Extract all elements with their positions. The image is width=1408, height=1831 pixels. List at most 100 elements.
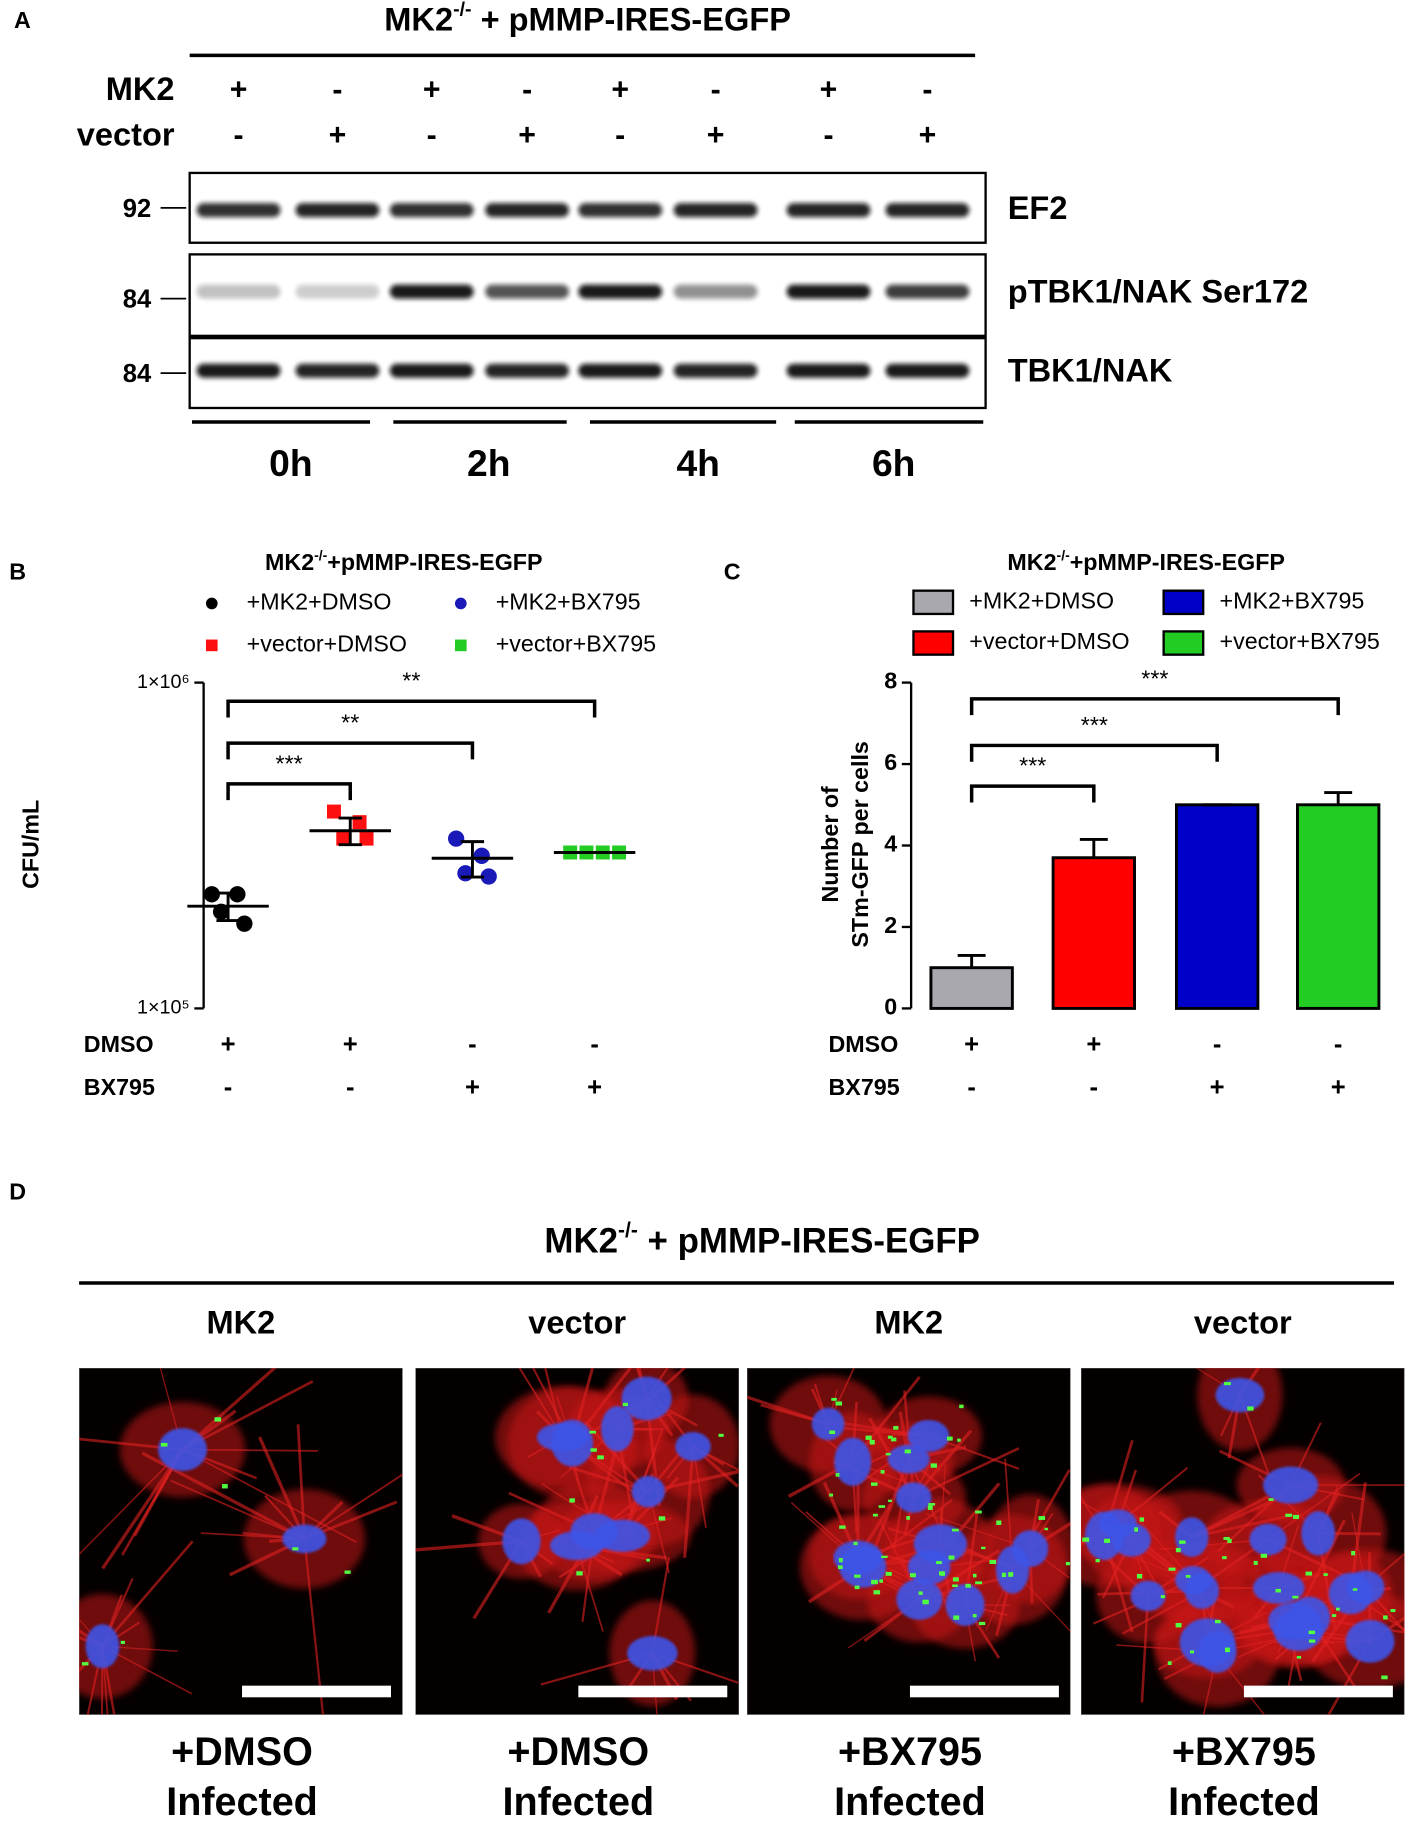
significance-label: *** (1081, 712, 1108, 738)
condition-sign: - (1334, 1030, 1343, 1058)
band (886, 285, 970, 299)
bacterium (1285, 1514, 1292, 1517)
bacterium (949, 1556, 955, 1560)
nucleus (1346, 1570, 1384, 1603)
bar (931, 968, 1012, 1009)
title-base: MK2 (384, 1, 453, 37)
bacterium (1336, 1608, 1340, 1611)
bacterium (870, 1440, 875, 1445)
lane-sign: + (919, 119, 937, 152)
time-label: 6h (872, 442, 915, 484)
band (197, 285, 281, 299)
bacterium (839, 1525, 845, 1528)
data-point (448, 830, 464, 846)
condition-sign: + (465, 1073, 480, 1101)
bacterium (1038, 1516, 1045, 1520)
bar (1176, 805, 1257, 1009)
condition-sign: + (587, 1073, 602, 1101)
band (197, 203, 281, 217)
size-marker: 84 (123, 360, 152, 388)
nucleus (839, 1546, 886, 1588)
bacterium (1096, 1559, 1100, 1562)
bacterium (829, 1494, 833, 1497)
significance-bracket (228, 701, 595, 717)
bacterium (953, 1577, 959, 1581)
bacterium (1179, 1540, 1185, 1543)
bacterium (1082, 1537, 1089, 1541)
condition-sign: + (1086, 1030, 1101, 1058)
treatment-label: +BX795 (1172, 1730, 1316, 1774)
scale-bar (910, 1686, 1059, 1698)
bacterium (981, 1547, 985, 1549)
significance-bracket (972, 745, 1218, 761)
y-tick-label: 8 (884, 668, 897, 694)
time-label: 0h (269, 442, 312, 484)
legend-label: +vector+DMSO (247, 631, 407, 657)
size-marker: 84 (123, 286, 152, 314)
y-tick-label: 1×10⁶ (137, 671, 190, 693)
legend-swatch (1164, 591, 1204, 614)
legend-marker (455, 598, 467, 610)
title-rest: +pMMP-IRES-EGFP (1070, 549, 1285, 575)
title-superscript: -/- (314, 546, 328, 562)
lane-sign: + (230, 73, 248, 106)
band (787, 364, 871, 378)
bacterium (989, 1560, 996, 1564)
band (674, 203, 758, 217)
bacterium (1391, 1609, 1396, 1612)
bacterium (1292, 1596, 1298, 1599)
bacterium (905, 1449, 911, 1453)
bacterium (1222, 1556, 1227, 1559)
lane-sign: + (707, 119, 725, 152)
nucleus (834, 1438, 871, 1486)
legend-marker (455, 640, 467, 652)
condition-sign: - (1090, 1073, 1099, 1101)
bacterium (1353, 1588, 1358, 1591)
band (485, 364, 569, 378)
bacterium (831, 1398, 837, 1401)
time-label: 2h (467, 442, 510, 484)
significance-label: *** (1141, 665, 1168, 691)
data-point (474, 848, 490, 864)
bacterium (292, 1547, 298, 1550)
title-superscript: -/- (1057, 546, 1071, 562)
condition-label: BX795 (84, 1074, 155, 1100)
legend-label: +MK2+BX795 (1219, 587, 1364, 613)
condition-sign: - (468, 1030, 477, 1058)
condition-sign: + (343, 1030, 358, 1058)
nucleus (1216, 1378, 1265, 1413)
bacterium (965, 1584, 970, 1588)
significance-label: *** (276, 750, 303, 776)
bacterium (82, 1662, 89, 1665)
panel-label: C (724, 558, 741, 584)
condition-sign: - (1213, 1030, 1222, 1058)
condition-sign: - (967, 1073, 976, 1101)
y-axis-label-line: STm-GFP per cells (847, 741, 873, 947)
y-axis-label-line: Number of (817, 786, 843, 903)
bacterium (1261, 1554, 1267, 1558)
nucleus (1175, 1566, 1211, 1594)
bacterium (1332, 1614, 1336, 1617)
lane-sign: + (518, 119, 536, 152)
lane-sign: - (522, 73, 532, 106)
bacterium (589, 1431, 596, 1434)
title: MK2-/- + pMMP-IRES-EGFP (384, 0, 791, 37)
legend-swatch (1164, 631, 1204, 654)
bacterium (1223, 1537, 1229, 1540)
bacterium (893, 1426, 898, 1430)
y-tick-label: 6 (884, 749, 897, 775)
band (197, 364, 281, 378)
bacterium (161, 1443, 168, 1447)
bacterium (879, 1579, 883, 1582)
bacterium (1247, 1406, 1253, 1410)
band (485, 285, 569, 299)
column-label: vector (528, 1305, 626, 1341)
y-tick-label: 2 (884, 912, 897, 938)
bacterium (121, 1641, 125, 1644)
band (390, 203, 474, 217)
bacterium (1161, 1595, 1165, 1598)
bacterium (952, 1584, 958, 1587)
significance-bracket (972, 699, 1339, 715)
